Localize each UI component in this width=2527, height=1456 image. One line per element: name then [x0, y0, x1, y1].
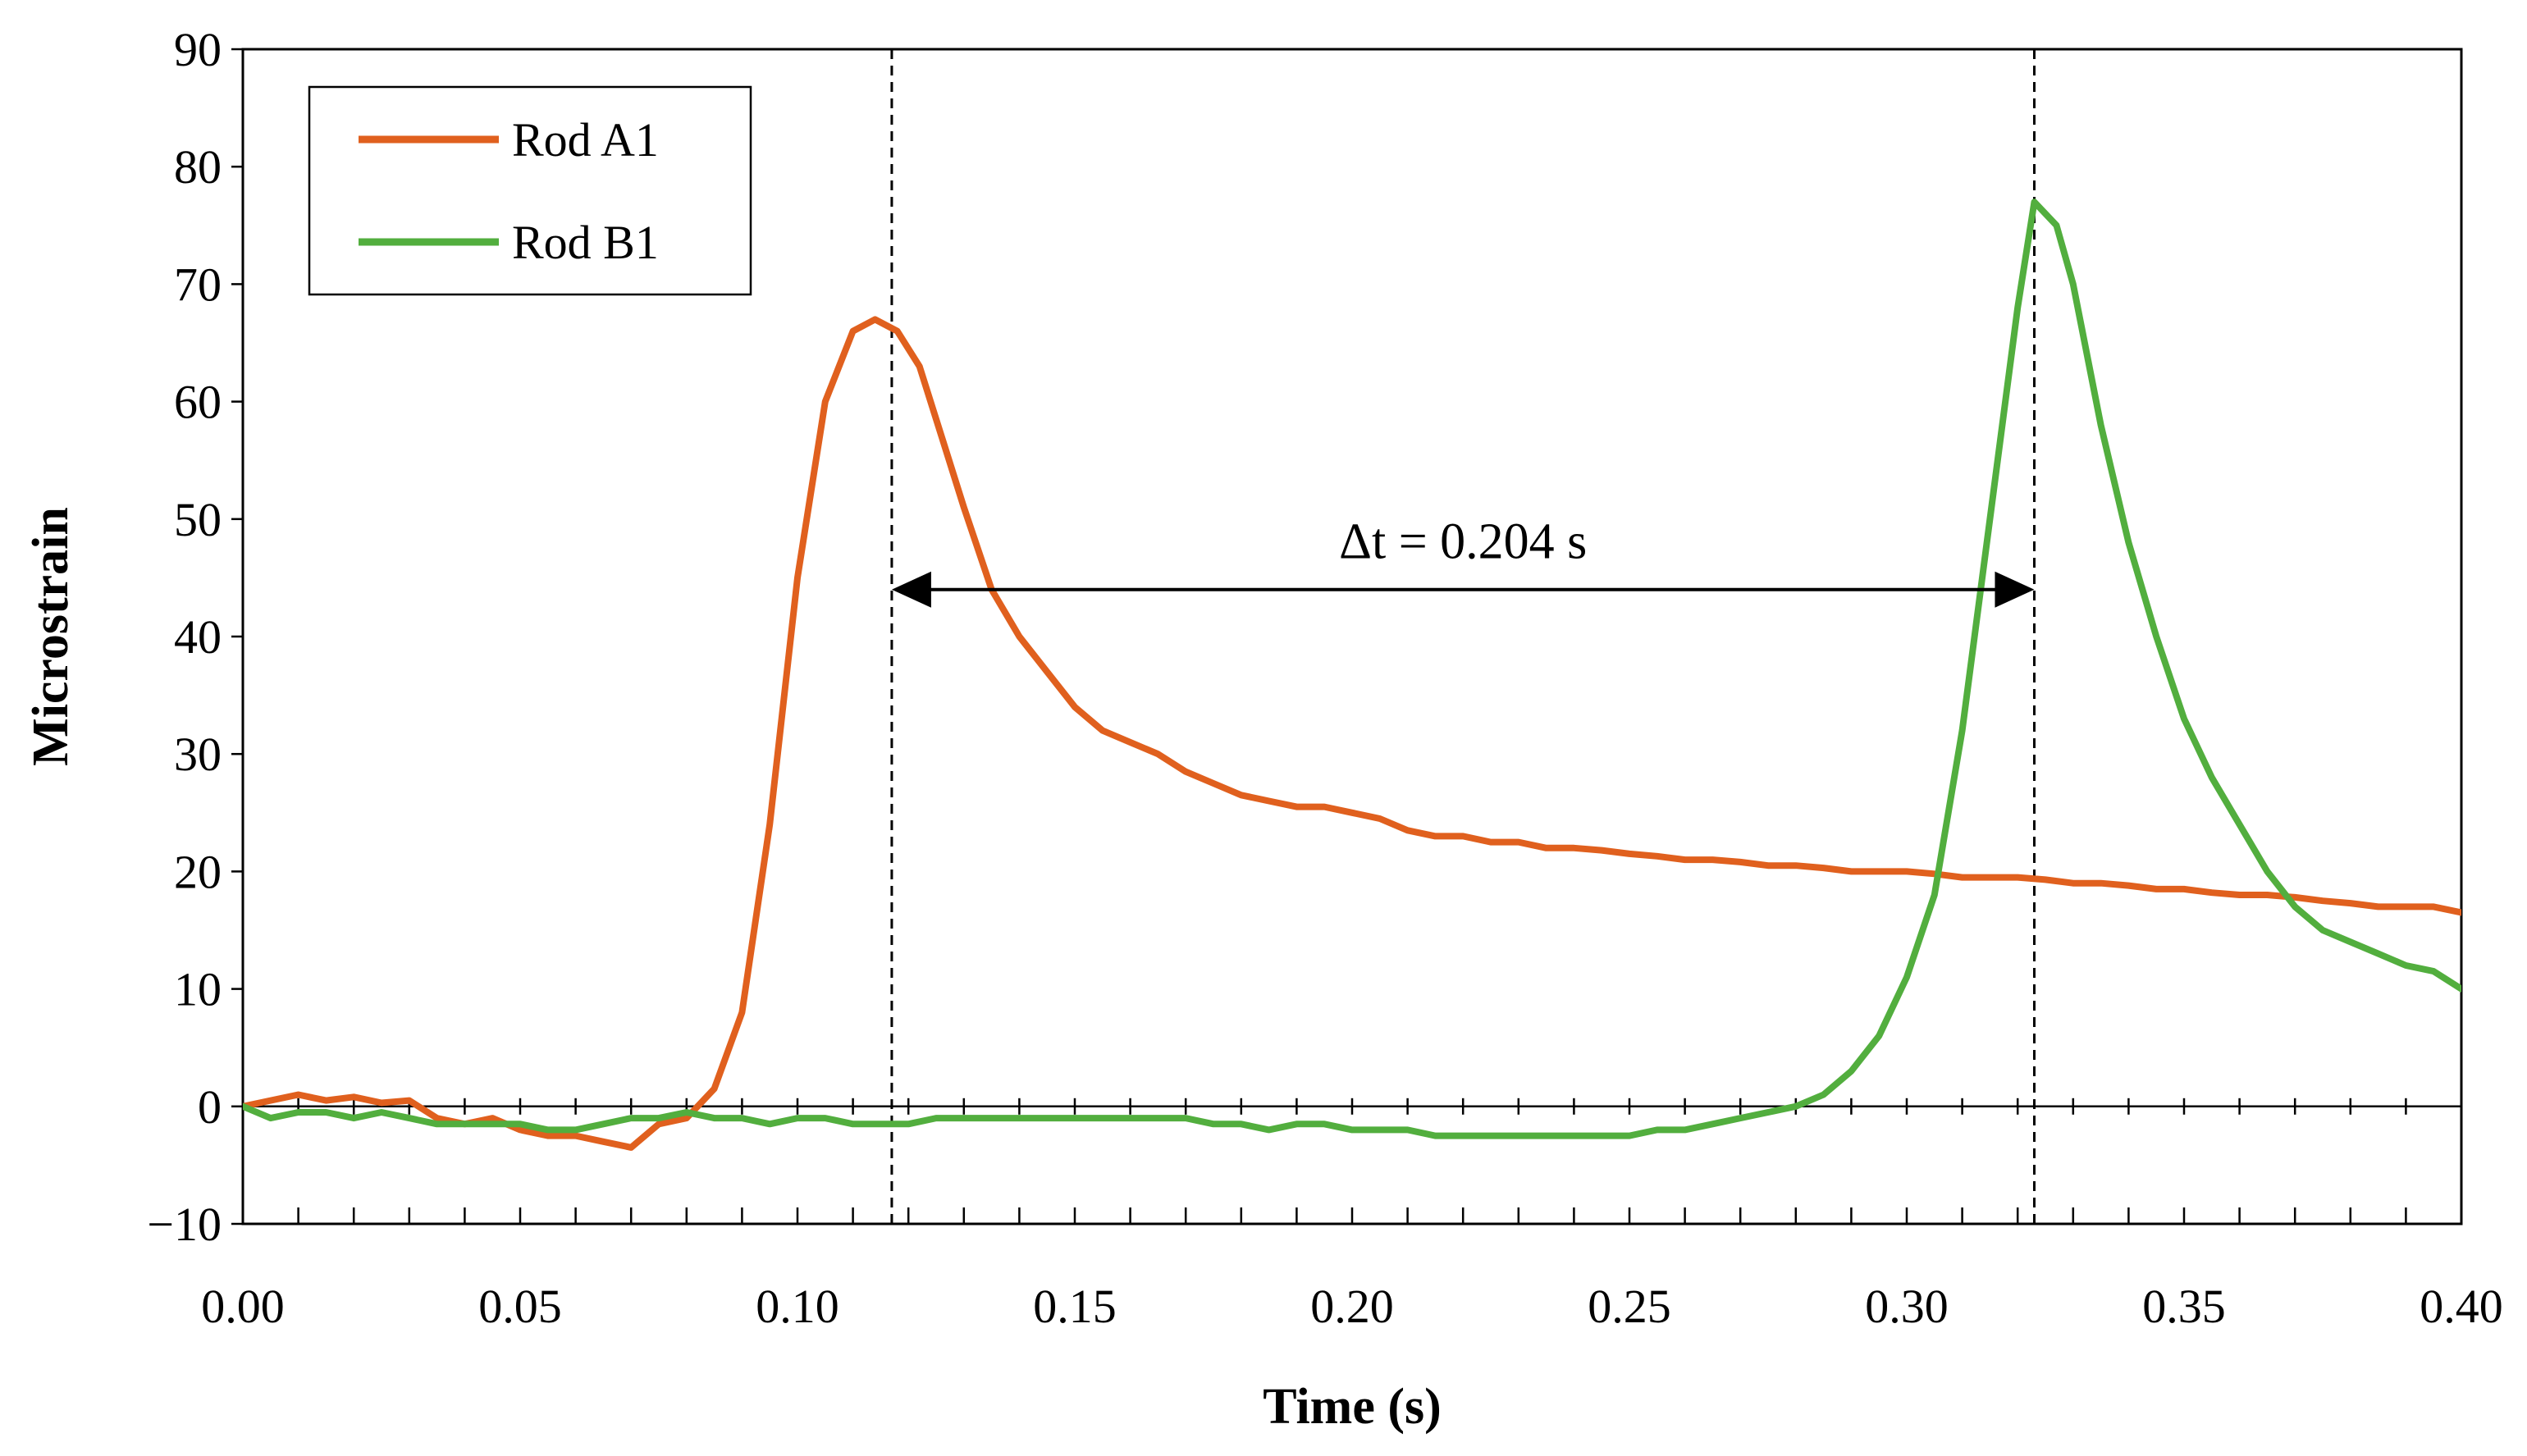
y-tick-label: 90 [174, 23, 222, 76]
series-line-rod-b1 [243, 199, 2461, 1139]
y-tick-label: 50 [174, 493, 222, 546]
y-tick-label: 0 [198, 1080, 222, 1134]
y-tick-label: −10 [147, 1198, 222, 1251]
delta-t-label: Δt = 0.204 s [1339, 514, 1587, 570]
legend-box [308, 85, 752, 296]
x-tick-label: 0.25 [1588, 1280, 1671, 1333]
y-tick-label: 40 [174, 610, 222, 664]
x-tick-label: 0.10 [756, 1280, 839, 1333]
x-tick-label: 0.40 [2420, 1280, 2503, 1333]
delta-t-annotation: Δt = 0.204 s [891, 514, 2035, 608]
x-tick-labels: 0.00 0.05 0.10 0.15 0.20 0.25 0.30 0.35 0.40 [201, 1280, 2503, 1333]
y-tick-label: 60 [174, 376, 222, 429]
legend-label-rod-b1: Rod B1 [512, 216, 659, 269]
delta-t-arrow-left [891, 571, 931, 608]
y-tick-label: 10 [174, 963, 222, 1016]
legend-label-rod-a1: Rod A1 [512, 113, 659, 167]
y-tick-label: 70 [174, 258, 222, 311]
y-tick-label: 20 [174, 845, 222, 898]
x-tick-label: 0.05 [478, 1280, 562, 1333]
series-layer [243, 199, 2461, 1151]
y-axis-title: Microstrain [23, 507, 79, 766]
x-tick-label: 0.20 [1310, 1280, 1394, 1333]
x-axis-title: Time (s) [1263, 1379, 1442, 1435]
x-tick-label: 0.30 [1865, 1280, 1949, 1333]
x-tick-label: 0.15 [1033, 1280, 1117, 1333]
axis-ticks [231, 48, 2463, 1226]
y-tick-label: 30 [174, 728, 222, 781]
y-tick-label: 80 [174, 140, 222, 194]
x-tick-label: 0.35 [2142, 1280, 2226, 1333]
y-tick-labels: −10 0 10 20 30 40 50 60 70 80 90 [147, 23, 222, 1251]
delta-t-arrow-right [1995, 571, 2035, 608]
series-line-rod-a1 [243, 316, 2461, 1151]
legend: Rod A1 Rod B1 [308, 85, 752, 296]
x-tick-label: 0.00 [201, 1280, 285, 1333]
